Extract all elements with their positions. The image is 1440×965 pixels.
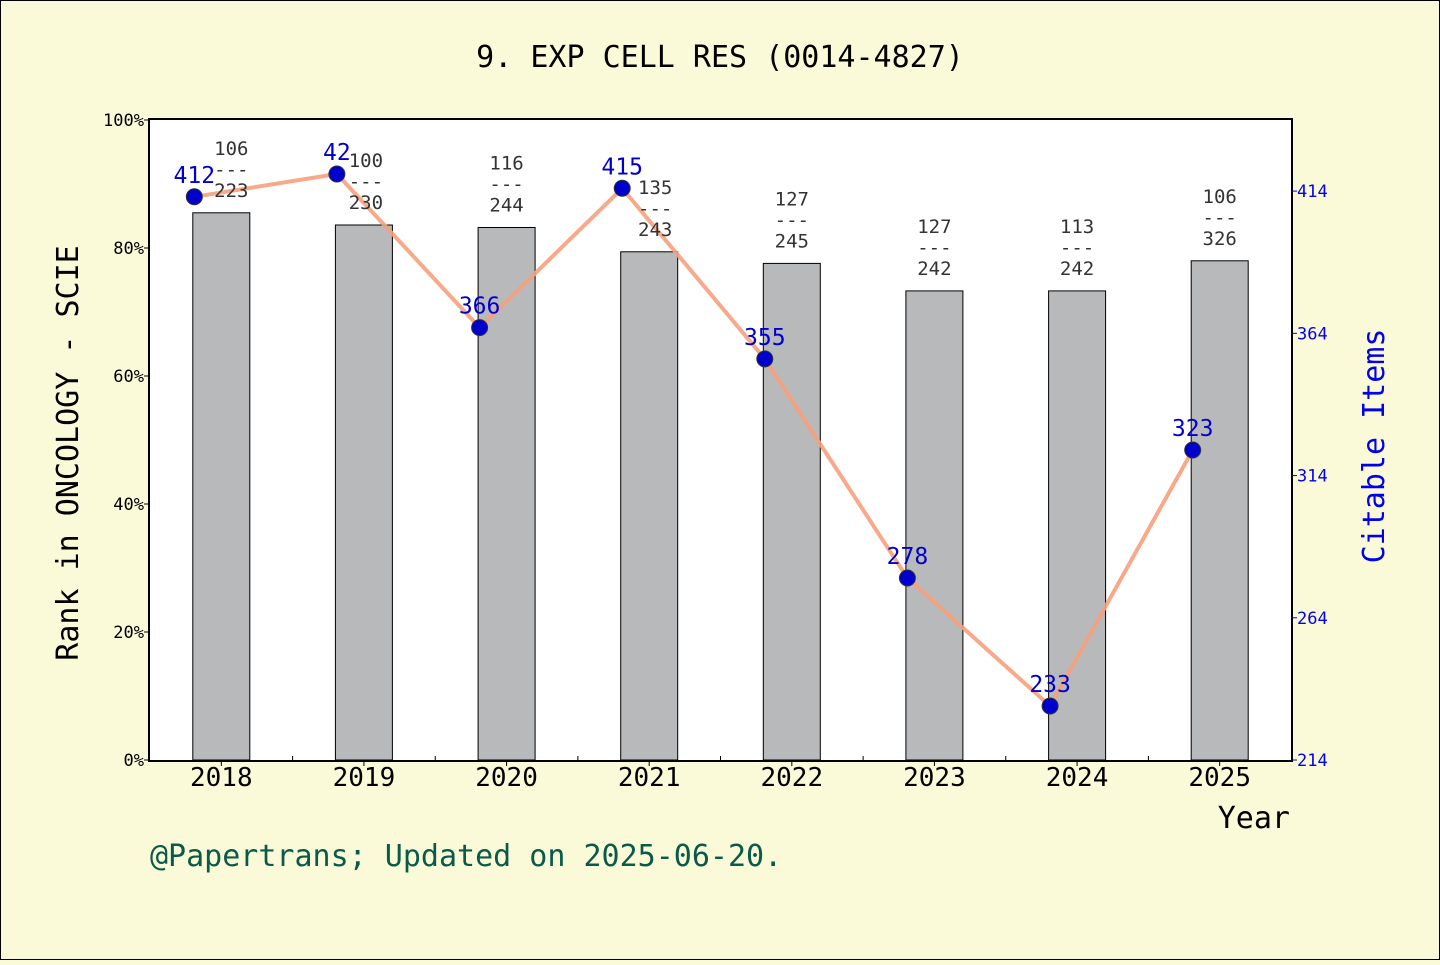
citable-items-point-2020 — [471, 319, 489, 337]
markers-layer — [185, 165, 1202, 715]
x-tick-label-2024: 2024 — [1046, 763, 1109, 793]
bar-label-2025-line-1: --- — [1203, 207, 1237, 229]
bar-label-2023-line-1: --- — [917, 237, 951, 259]
bar-label-2018-line-0: 106 — [214, 138, 248, 160]
bar-label-2021-line-0: 135 — [638, 177, 672, 199]
y-right-tick-label-2: 314 — [1297, 467, 1328, 487]
axes-layer: 0% 20% 40% 60% 80% 100% 214 264 314 364 414 2018 201… — [103, 111, 1328, 793]
citable-items-label-2025: 323 — [1172, 416, 1214, 442]
x-tick-label-2025: 2025 — [1188, 763, 1251, 793]
citable-items-label-2021: 415 — [601, 154, 643, 180]
plot-area — [148, 118, 1293, 762]
bars-layer — [192, 212, 1249, 761]
bar-label-2020-line-0: 116 — [489, 153, 523, 175]
citable-items-point-2018 — [185, 188, 203, 206]
x-axis-label: Year — [1218, 801, 1290, 836]
x-tick-label-2021: 2021 — [618, 763, 681, 793]
citable-items-point-2019 — [328, 165, 346, 183]
bar-label-2020-line-2: 244 — [489, 195, 523, 217]
citable-items-point-2022 — [756, 350, 774, 368]
y-left-tick-label-4: 80% — [113, 239, 144, 259]
bar-label-2025-line-0: 106 — [1203, 186, 1237, 208]
bar-label-2023-line-0: 127 — [917, 216, 951, 238]
x-tick-label-2022: 2022 — [761, 763, 824, 793]
y-axis-left-label: Rank in ONCOLOGY - SCIE — [51, 245, 86, 660]
footer-note: @Papertrans; Updated on 2025-06-20. — [150, 839, 782, 874]
citable-items-point-2021 — [613, 179, 631, 197]
line-layer — [192, 172, 1195, 708]
bar-label-2018-line-1: --- — [214, 159, 248, 181]
citable-items-line — [192, 172, 1195, 708]
citable-items-label-2018: 412 — [174, 163, 216, 189]
bar-2021 — [620, 251, 679, 761]
bar-2020 — [477, 227, 536, 761]
y-left-tick-label-5: 100% — [103, 111, 144, 131]
bar-label-2024-line-2: 242 — [1060, 258, 1094, 280]
bar-label-2024-line-1: --- — [1060, 237, 1094, 259]
x-tick-label-2020: 2020 — [475, 763, 538, 793]
bar-2024 — [1048, 290, 1107, 761]
citable-items-label-2019: 42 — [323, 140, 351, 166]
y-right-tick-label-0: 214 — [1297, 751, 1328, 771]
citable-items-point-2025 — [1184, 441, 1202, 459]
bar-label-2019-line-0: 100 — [349, 150, 383, 172]
y-left-tick-label-3: 60% — [113, 367, 144, 387]
bar-label-2022-line-2: 245 — [775, 230, 809, 252]
labels-layer: 106---223100---230116---244135---243127-… — [174, 138, 1237, 698]
bar-2019 — [334, 224, 393, 761]
bar-label-2023-line-2: 242 — [917, 258, 951, 280]
bar-label-2022-line-1: --- — [775, 209, 809, 231]
y-right-tick-label-1: 264 — [1297, 609, 1328, 629]
chart-title: 9. EXP CELL RES (0014-4827) — [476, 40, 964, 75]
x-tick-label-2018: 2018 — [190, 763, 253, 793]
y-left-tick-label-2: 40% — [113, 495, 144, 515]
bar-label-2025-line-2: 326 — [1203, 228, 1237, 250]
bar-label-2021-line-1: --- — [638, 198, 672, 220]
bar-2018 — [192, 212, 251, 761]
y-left-tick-label-1: 20% — [113, 623, 144, 643]
citable-items-point-2023 — [898, 569, 916, 587]
x-tick-label-2019: 2019 — [333, 763, 396, 793]
bar-label-2018-line-2: 223 — [214, 180, 248, 202]
bar-label-2022-line-0: 127 — [775, 188, 809, 210]
bar-2023 — [905, 290, 964, 761]
y-right-tick-label-3: 364 — [1297, 324, 1328, 344]
citable-items-point-2024 — [1041, 697, 1059, 715]
y-right-tick-label-4: 414 — [1297, 182, 1328, 202]
bar-label-2021-line-2: 243 — [638, 219, 672, 241]
y-axis-right-label: Citable Items — [1357, 329, 1392, 564]
citable-items-label-2020: 366 — [459, 294, 501, 320]
bar-label-2024-line-0: 113 — [1060, 216, 1094, 238]
bar-2022 — [762, 262, 821, 761]
citable-items-label-2024: 233 — [1029, 672, 1071, 698]
bar-label-2019-line-2: 230 — [349, 192, 383, 214]
bar-2025 — [1190, 260, 1249, 761]
x-tick-label-2023: 2023 — [903, 763, 966, 793]
bar-label-2019-line-1: --- — [349, 171, 383, 193]
y-left-tick-label-0: 0% — [124, 751, 144, 771]
citable-items-label-2023: 278 — [887, 544, 929, 570]
citable-items-label-2022: 355 — [744, 325, 786, 351]
bar-label-2020-line-1: --- — [489, 174, 523, 196]
